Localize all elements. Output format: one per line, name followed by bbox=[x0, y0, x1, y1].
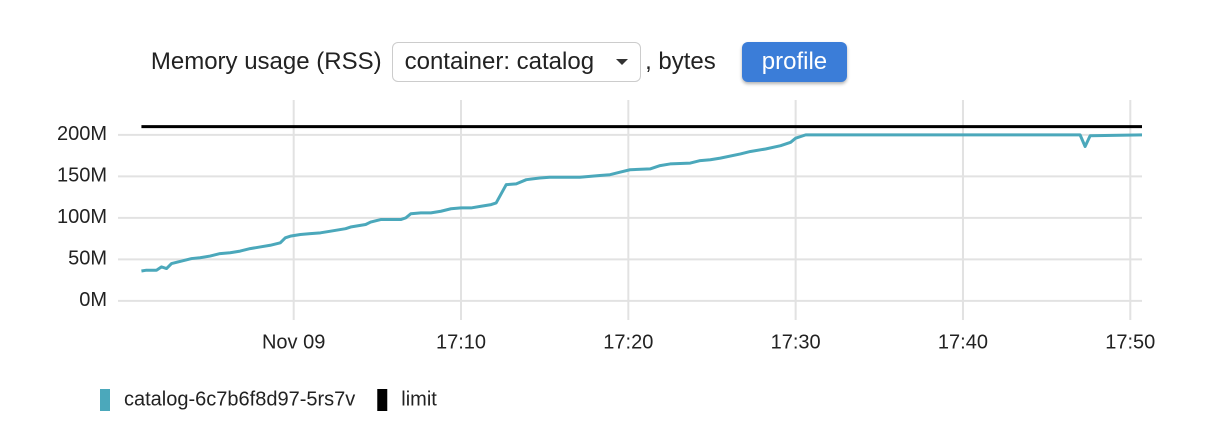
x-tick-label: 17:20 bbox=[603, 331, 653, 353]
dropdown-caret[interactable] bbox=[616, 59, 629, 65]
legend-label: limit bbox=[401, 388, 437, 410]
x-tick-label: 17:40 bbox=[938, 331, 988, 353]
y-tick-label: 150M bbox=[57, 165, 107, 187]
profile-button[interactable]: profile bbox=[741, 42, 848, 82]
container-selector[interactable]: container: catalog bbox=[391, 42, 642, 82]
unit-label: , bytes bbox=[645, 48, 716, 75]
x-tick-label: 17:10 bbox=[436, 331, 486, 353]
y-tick-label: 100M bbox=[57, 206, 107, 228]
x-tick-label: 17:50 bbox=[1105, 331, 1155, 353]
x-tick-label: Nov 09 bbox=[262, 331, 325, 353]
series-line bbox=[141, 133, 1143, 273]
y-tick-label: 200M bbox=[57, 123, 107, 145]
legend-label: catalog-6c7b6f8d97-5rs7v bbox=[124, 388, 355, 410]
selector-label[interactable]: container: catalog bbox=[404, 48, 595, 75]
chart-title: Memory usage (RSS) bbox=[150, 48, 382, 75]
chart-header: Memory usage (RSS) container: catalog , … bbox=[0, 40, 1214, 84]
y-tick-label: 0M bbox=[79, 289, 107, 311]
y-tick-label: 50M bbox=[68, 248, 107, 270]
legend-swatch bbox=[377, 389, 388, 411]
x-tick-label: 17:30 bbox=[771, 331, 821, 353]
legend-swatch bbox=[100, 389, 110, 411]
